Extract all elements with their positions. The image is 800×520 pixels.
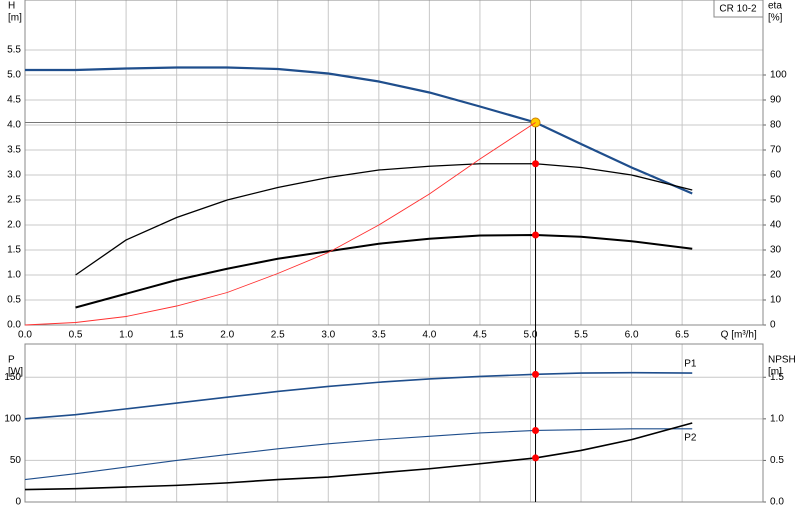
duty-point [532, 370, 540, 378]
y2-axis-label: NPSH [768, 355, 796, 366]
series-line [24, 122, 536, 326]
series-line [75, 233, 693, 309]
y-tick-label: 5.0 [7, 70, 21, 81]
y2-tick-label: 10 [770, 295, 782, 306]
y-tick-label: 0 [15, 497, 21, 508]
y2-tick-label: 0 [770, 320, 776, 331]
series-line [24, 371, 693, 420]
x-tick-label: 4.0 [422, 330, 436, 341]
y2-tick-label: 50 [770, 195, 782, 206]
y2-tick-label: 0.5 [770, 455, 784, 466]
y2-tick-label: 1.5 [770, 372, 784, 383]
x-tick-label: 0.5 [69, 330, 83, 341]
label-box [713, 0, 764, 18]
y-tick-label: 4.0 [7, 120, 21, 131]
series-label: P2 [684, 432, 697, 443]
y2-axis-label: eta [768, 1, 782, 12]
series-line [24, 422, 693, 491]
label-box-text: CR 10-2 [719, 4, 757, 15]
x-axis-label: Q [m³/h] [721, 330, 757, 341]
x-tick-label: 1.5 [170, 330, 184, 341]
series-line [24, 428, 693, 481]
y-tick-label: 1.0 [7, 270, 21, 281]
y-tick-label: 100 [4, 413, 21, 424]
y-axis-label: [m] [8, 13, 22, 24]
y-tick-label: 150 [4, 372, 21, 383]
y-tick-label: 50 [10, 455, 22, 466]
y-axis-label: P [8, 355, 15, 366]
x-tick-label: 5.5 [574, 330, 588, 341]
y-tick-label: 1.5 [7, 245, 21, 256]
y-tick-label: 0.0 [7, 320, 21, 331]
series-label: P1 [684, 359, 697, 370]
x-tick-label: 2.5 [271, 330, 285, 341]
y2-tick-label: 0.0 [770, 497, 784, 508]
series-line [75, 163, 693, 276]
y2-tick-label: 1.0 [770, 413, 784, 424]
y2-tick-label: 90 [770, 95, 782, 106]
y-tick-label: 4.5 [7, 95, 21, 106]
x-tick-label: 5.0 [524, 330, 538, 341]
y-tick-label: 2.5 [7, 195, 21, 206]
y2-tick-label: 60 [770, 170, 782, 181]
x-tick-label: 6.5 [675, 330, 689, 341]
y2-tick-label: 80 [770, 120, 782, 131]
y2-tick-label: 20 [770, 270, 782, 281]
y2-tick-label: 100 [770, 70, 787, 81]
y2-axis-label: [m] [768, 367, 782, 378]
y-tick-label: 2.0 [7, 220, 21, 231]
y-axis-label: [W] [8, 367, 23, 378]
x-tick-label: 2.0 [220, 330, 234, 341]
y2-tick-label: 70 [770, 145, 782, 156]
y-tick-label: 5.5 [7, 45, 21, 56]
duty-point [532, 231, 540, 239]
y-tick-label: 0.5 [7, 295, 21, 306]
x-tick-label: 3.0 [321, 330, 335, 341]
y-axis-label: H [8, 1, 15, 12]
x-tick-label: 3.5 [372, 330, 386, 341]
duty-point [532, 454, 540, 462]
y2-tick-label: 40 [770, 220, 782, 231]
series-line [25, 66, 693, 195]
y-tick-label: 3.5 [7, 145, 21, 156]
x-tick-label: 1.0 [119, 330, 133, 341]
x-tick-label: 0.0 [18, 330, 32, 341]
duty-point [532, 426, 540, 434]
x-tick-label: 4.5 [473, 330, 487, 341]
plot-frame [24, 0, 764, 326]
y2-axis-label: [%] [768, 13, 783, 24]
y2-tick-label: 30 [770, 245, 782, 256]
y-tick-label: 3.0 [7, 170, 21, 181]
duty-point [532, 160, 540, 168]
x-tick-label: 6.0 [625, 330, 639, 341]
plot-frame [24, 343, 764, 503]
